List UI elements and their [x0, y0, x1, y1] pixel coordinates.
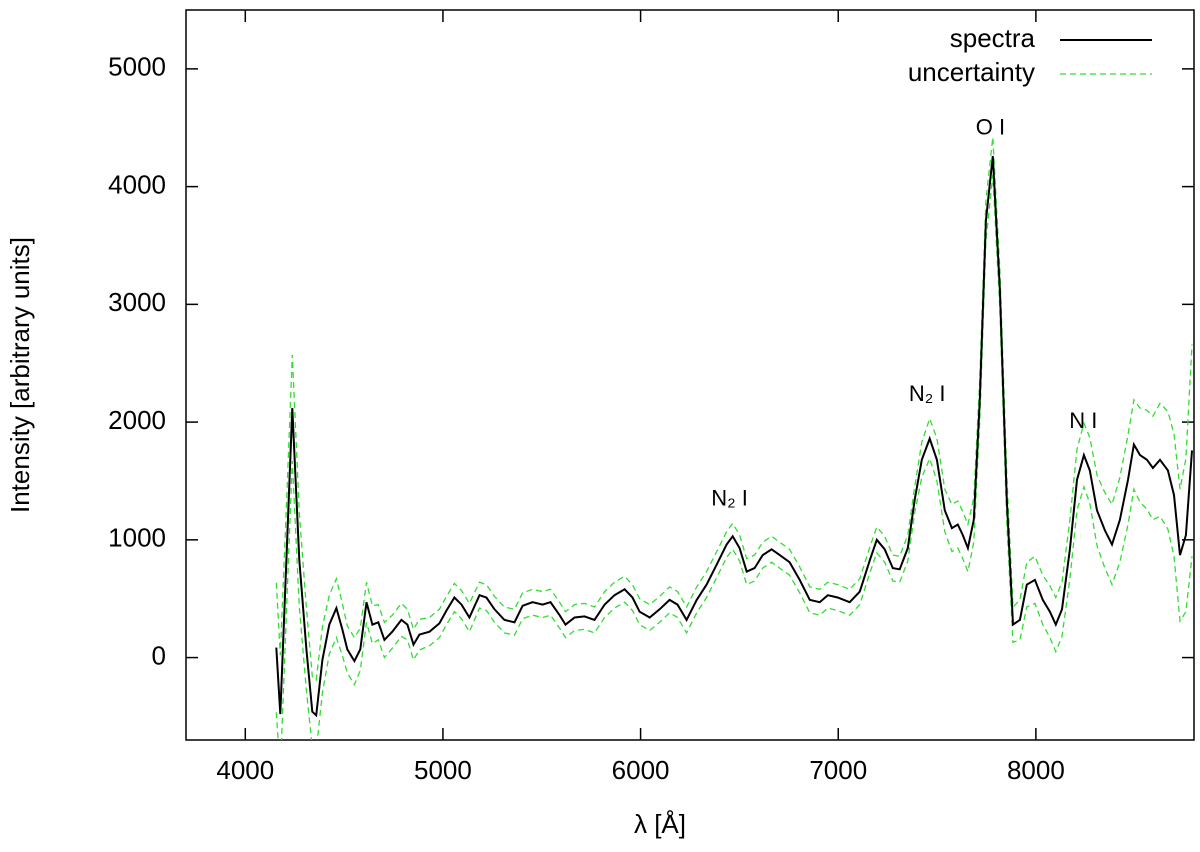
y-tick-label: 5000 [108, 52, 166, 82]
plot-frame [185, 9, 1195, 741]
legend-label: uncertainty [908, 57, 1035, 87]
annotation: N₂ I [711, 486, 748, 511]
y-tick-label: 3000 [108, 287, 166, 317]
annotation: N₂ I [909, 381, 946, 406]
uncertainty-line [275, 174, 1193, 740]
x-tick-label: 4000 [216, 755, 274, 785]
y-tick-label: 0 [152, 640, 166, 670]
annotation: N I [1069, 408, 1097, 433]
spectra-line [275, 155, 1193, 718]
y-tick-label: 2000 [108, 405, 166, 435]
annotation: O I [976, 115, 1005, 140]
y-tick-label: 4000 [108, 169, 166, 199]
y-axis-label: Intensity [arbitrary units] [5, 237, 35, 513]
y-tick-label: 1000 [108, 523, 166, 553]
x-tick-label: 8000 [1007, 755, 1065, 785]
x-tick-label: 6000 [612, 755, 670, 785]
x-tick-label: 5000 [414, 755, 472, 785]
x-tick-label: 7000 [809, 755, 867, 785]
plot-area [275, 137, 1193, 740]
x-axis-label: λ [Å] [634, 809, 686, 839]
legend-label: spectra [950, 23, 1036, 53]
uncertainty-line [275, 137, 1193, 682]
